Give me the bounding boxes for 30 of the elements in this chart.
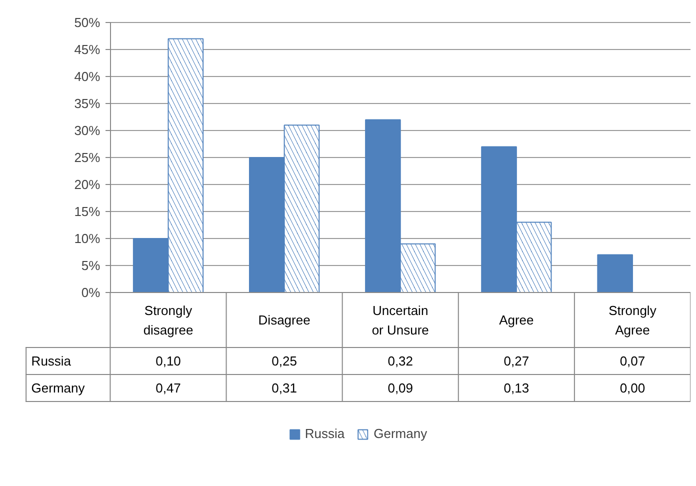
data-label: 0,47 — [156, 380, 181, 396]
x-tick-label: Disagree — [258, 312, 310, 328]
y-tick-label: 50% — [74, 15, 101, 30]
data-label: 0,27 — [504, 354, 530, 368]
y-tick-label: 45% — [74, 42, 101, 57]
legend-label: Germany — [374, 426, 428, 441]
data-label: 0,07 — [620, 354, 646, 368]
x-tick-label: Strongly Agree — [608, 302, 657, 338]
y-tick-label: 20% — [74, 177, 101, 192]
x-tick-label: Uncertain or Unsure — [372, 302, 429, 338]
data-label: 0,25 — [272, 354, 297, 368]
y-tick-label: 0% — [81, 285, 101, 300]
data-label: 0,10 — [156, 354, 181, 368]
data-label: 0,31 — [272, 380, 297, 396]
data-label: 0,13 — [504, 380, 530, 396]
y-tick-label: 30% — [74, 123, 101, 138]
text: Russia — [31, 354, 72, 368]
x-tick-label: Strongly disagree — [143, 302, 194, 338]
x-tick-label: Agree — [499, 312, 534, 328]
text: Germany — [31, 380, 85, 396]
data-label: 0,00 — [620, 380, 646, 396]
data-label: 0,09 — [388, 380, 414, 396]
legend-label: Russia — [304, 426, 345, 441]
y-tick-label: 5% — [81, 258, 101, 273]
y-tick-label: 10% — [74, 231, 101, 246]
y-tick-label: 15% — [74, 204, 101, 219]
y-tick-label: 35% — [74, 96, 101, 111]
y-tick-label: 25% — [74, 150, 101, 165]
data-label: 0,32 — [388, 354, 414, 368]
y-tick-label: 40% — [74, 69, 101, 84]
